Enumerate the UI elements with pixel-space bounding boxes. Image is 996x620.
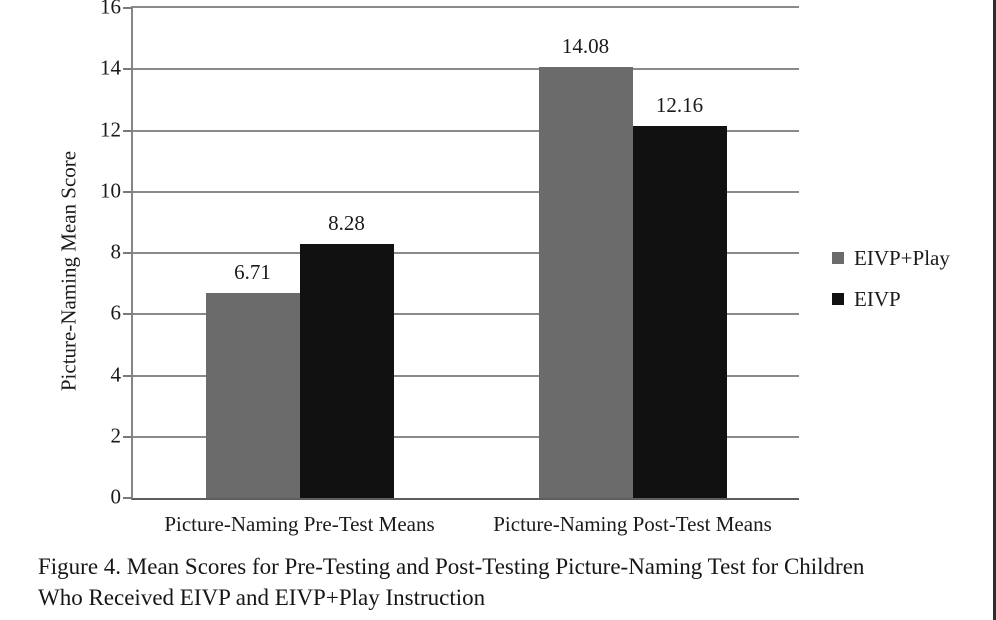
gridline <box>133 68 799 71</box>
gridline <box>133 435 799 438</box>
y-tick-label: 8 <box>110 239 122 264</box>
gridline <box>133 129 799 132</box>
bar-value-label: 14.08 <box>561 33 610 58</box>
bar-eivp <box>299 244 394 498</box>
y-axis-tick <box>123 313 132 316</box>
legend-item: EIVP <box>832 286 950 311</box>
y-axis-title: Picture-Naming Mean Score <box>56 150 81 392</box>
y-tick-label: 6 <box>110 300 122 325</box>
bar-eivp-play <box>205 292 300 498</box>
y-axis-tick <box>123 190 132 193</box>
bar-value-label: 6.71 <box>234 259 271 284</box>
y-tick-label: 4 <box>110 362 122 386</box>
y-tick-label: 2 <box>110 423 122 448</box>
x-category-label: Picture-Naming Pre-Test Means <box>164 512 435 536</box>
legend-label: EIVP <box>854 286 901 311</box>
y-tick-label: 0 <box>110 484 122 509</box>
x-category-label: Picture-Naming Post-Test Means <box>493 512 772 536</box>
bar-eivp <box>632 125 727 498</box>
y-tick-label: 14 <box>100 55 121 80</box>
y-axis-tick <box>123 435 132 438</box>
gridline <box>133 252 799 254</box>
y-axis-tick <box>123 497 132 499</box>
y-tick-label: 16 <box>100 0 121 19</box>
bar-eivp-play <box>538 66 633 498</box>
bar-value-label: 8.28 <box>328 211 365 236</box>
plot-area: 0 2 4 6 8 10 12 14 16 6.71 8.28 Picture-Naming Pre-… <box>100 0 799 536</box>
legend: EIVP+Play EIVP <box>832 245 950 329</box>
y-axis-tick <box>123 129 132 132</box>
y-axis-tick <box>123 374 132 377</box>
y-axis-tick <box>123 68 132 71</box>
legend-swatch-icon <box>832 252 844 264</box>
y-tick-label: 12 <box>100 117 121 141</box>
legend-label: EIVP+Play <box>854 245 950 270</box>
y-axis-tick <box>123 7 132 9</box>
legend-swatch-icon <box>832 293 844 305</box>
gridline <box>133 374 799 377</box>
gridline <box>133 190 799 193</box>
y-tick-label: 10 <box>100 178 121 203</box>
right-edge-line <box>993 0 996 620</box>
y-axis-tick <box>123 252 132 254</box>
bar-value-label: 12.16 <box>655 92 704 117</box>
legend-item: EIVP+Play <box>832 245 950 270</box>
gridline <box>133 313 799 316</box>
figure-caption: Figure 4. Mean Scores for Pre-Testing an… <box>38 554 865 610</box>
